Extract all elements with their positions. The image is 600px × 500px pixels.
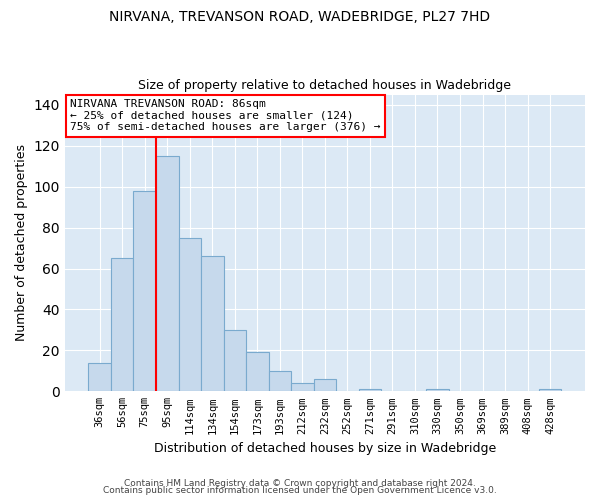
Y-axis label: Number of detached properties: Number of detached properties: [15, 144, 28, 342]
Title: Size of property relative to detached houses in Wadebridge: Size of property relative to detached ho…: [139, 79, 511, 92]
Bar: [111, 258, 133, 392]
Bar: [269, 371, 291, 392]
Bar: [426, 390, 449, 392]
Bar: [179, 238, 201, 392]
Bar: [201, 256, 224, 392]
X-axis label: Distribution of detached houses by size in Wadebridge: Distribution of detached houses by size …: [154, 442, 496, 455]
Bar: [291, 383, 314, 392]
Bar: [133, 190, 156, 392]
Text: Contains HM Land Registry data © Crown copyright and database right 2024.: Contains HM Land Registry data © Crown c…: [124, 478, 476, 488]
Bar: [314, 379, 336, 392]
Text: Contains public sector information licensed under the Open Government Licence v3: Contains public sector information licen…: [103, 486, 497, 495]
Bar: [359, 390, 381, 392]
Bar: [156, 156, 179, 392]
Bar: [246, 352, 269, 392]
Bar: [88, 362, 111, 392]
Bar: [539, 390, 562, 392]
Text: NIRVANA, TREVANSON ROAD, WADEBRIDGE, PL27 7HD: NIRVANA, TREVANSON ROAD, WADEBRIDGE, PL2…: [109, 10, 491, 24]
Bar: [224, 330, 246, 392]
Text: NIRVANA TREVANSON ROAD: 86sqm
← 25% of detached houses are smaller (124)
75% of : NIRVANA TREVANSON ROAD: 86sqm ← 25% of d…: [70, 99, 380, 132]
